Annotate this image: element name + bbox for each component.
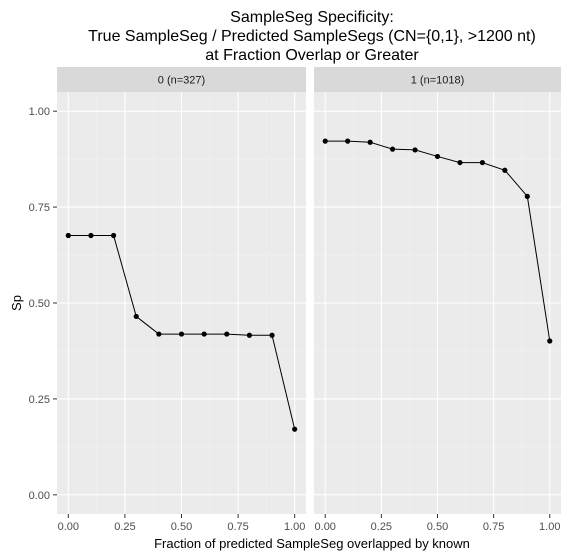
y-tick-label: 0.50 bbox=[29, 298, 50, 310]
data-point bbox=[367, 139, 373, 145]
data-point bbox=[457, 159, 463, 166]
x-tick-label: 1.00 bbox=[284, 521, 305, 533]
data-point bbox=[246, 332, 253, 338]
data-point bbox=[322, 138, 328, 144]
data-point bbox=[178, 331, 185, 337]
y-tick-label: 0.00 bbox=[29, 490, 50, 502]
data-point bbox=[269, 332, 275, 338]
facet-panel: 0 (n=327) bbox=[57, 67, 306, 514]
facet-strip bbox=[314, 67, 561, 92]
x-tick-label: 1.00 bbox=[539, 521, 560, 533]
y-axis-title: Sp bbox=[9, 295, 24, 311]
data-point bbox=[292, 426, 298, 432]
data-point bbox=[133, 313, 139, 320]
chart-title-line-3: at Fraction Overlap or Greater bbox=[205, 47, 419, 64]
chart-title: SampleSeg Specificity: True SampleSeg / … bbox=[88, 9, 536, 64]
data-point bbox=[345, 138, 351, 144]
chart-title-line-1: SampleSeg Specificity: bbox=[230, 9, 394, 26]
y-tick-label: 0.75 bbox=[29, 202, 50, 214]
data-point bbox=[201, 331, 207, 337]
x-tick-label: 0.50 bbox=[427, 521, 448, 533]
data-point bbox=[479, 159, 486, 166]
x-axis-title: Fraction of predicted SampleSeg overlapp… bbox=[154, 536, 470, 551]
x-tick-label: 0.75 bbox=[227, 521, 248, 533]
data-point bbox=[502, 167, 508, 173]
x-axis: 0.00 0.25 0.50 0.75 1.00 0.00 0.25 0.50 0.75 1.00 bbox=[58, 514, 560, 533]
data-point bbox=[434, 153, 441, 160]
x-tick-label: 0.25 bbox=[371, 521, 392, 533]
data-point bbox=[110, 232, 117, 239]
x-tick-label: 0.00 bbox=[315, 521, 336, 533]
data-point bbox=[224, 331, 230, 337]
facet-panel: 1 (n=1018) bbox=[314, 67, 561, 514]
x-tick-label: 0.00 bbox=[58, 521, 79, 533]
x-tick-label: 0.50 bbox=[171, 521, 192, 533]
facet-strip-label: 1 (n=1018) bbox=[411, 75, 465, 87]
facet-panels: 0 (n=327) 1 (n=1018) bbox=[57, 67, 561, 514]
data-point bbox=[389, 146, 396, 152]
y-axis: 0.00 0.25 0.50 0.75 1.00 bbox=[29, 106, 57, 502]
chart-title-line-2: True SampleSeg / Predicted SampleSegs (C… bbox=[88, 28, 536, 45]
facet-strip bbox=[57, 67, 306, 92]
y-tick-label: 1.00 bbox=[29, 106, 50, 118]
data-point bbox=[88, 232, 94, 239]
x-tick-label: 0.75 bbox=[483, 521, 504, 533]
x-tick-label: 0.25 bbox=[114, 521, 135, 533]
facet-strip-label: 0 (n=327) bbox=[158, 75, 205, 87]
data-point bbox=[412, 147, 418, 153]
data-point bbox=[156, 331, 162, 337]
data-point bbox=[524, 193, 530, 199]
y-tick-label: 0.25 bbox=[29, 394, 50, 406]
data-point bbox=[65, 232, 71, 239]
data-point bbox=[547, 338, 553, 344]
